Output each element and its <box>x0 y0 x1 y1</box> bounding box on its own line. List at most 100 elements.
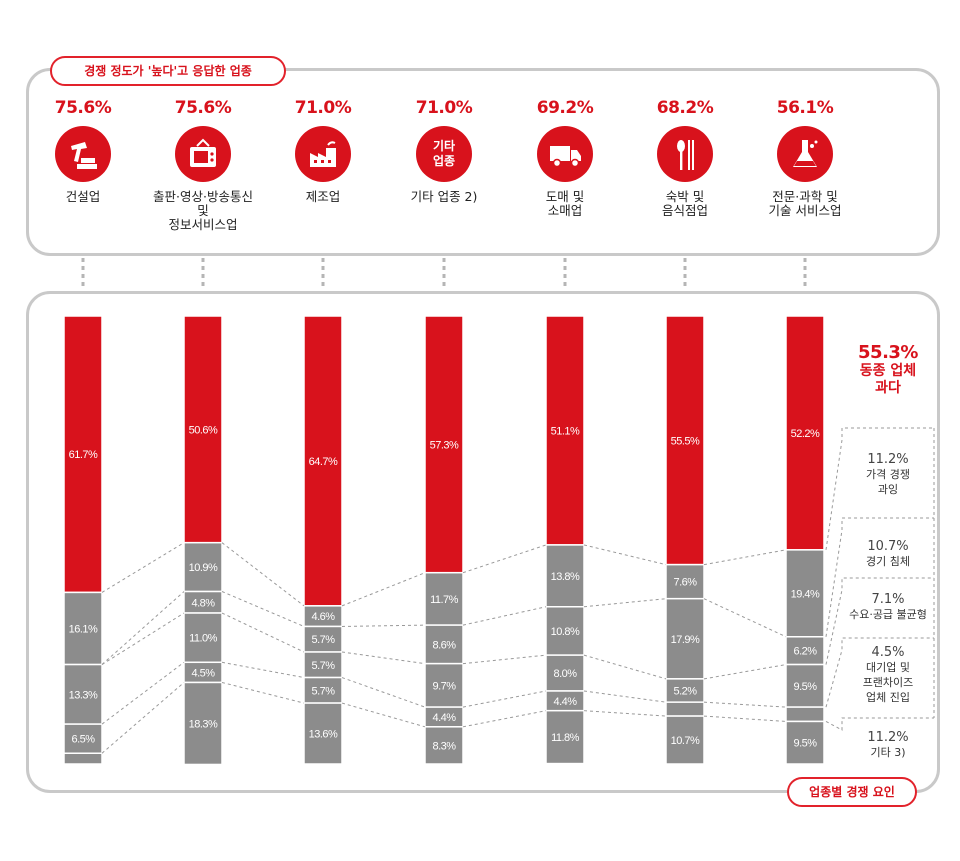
bar-value-label: 5.7% <box>311 660 335 672</box>
segment-connector <box>341 702 426 728</box>
segment-connector <box>341 624 426 627</box>
legend-entry: 4.5% 대기업 및 프랜차이즈 업체 진입 <box>838 645 938 705</box>
bar-value-label: 7.6% <box>673 577 697 589</box>
bar-value-label: 17.9% <box>671 634 700 646</box>
legend-connector <box>825 717 934 731</box>
segment-connector <box>462 690 547 708</box>
segment-connector <box>703 549 787 566</box>
bar-value-label: 57.3% <box>430 439 459 451</box>
industries-panel <box>26 68 940 256</box>
bar-segment <box>183 612 223 664</box>
bar-segment <box>303 676 343 704</box>
industry-label: 전문·과학 및 기술 서비스업 <box>768 189 842 218</box>
segment-connector <box>341 677 426 708</box>
bar-segment <box>665 715 705 765</box>
legend-red-pct: 55.3% <box>858 342 918 363</box>
industry-item: 68.2% 숙박 및 음식점업 <box>630 98 740 218</box>
bottom-title-pill: 업종별 경쟁 요인 <box>787 777 917 807</box>
segment-connector <box>462 606 547 626</box>
bar-value-label: 50.6% <box>189 424 218 436</box>
bar-value-label: 10.9% <box>189 562 218 574</box>
industry-item: 75.6% 출판·영상·방송통신 및 정보서비스업 <box>148 98 258 232</box>
segment-connector <box>221 661 305 679</box>
bar-segment <box>785 549 825 638</box>
segment-connector <box>221 681 305 704</box>
industry-label: 기타 업종 2) <box>410 189 478 204</box>
segment-connector <box>221 591 305 627</box>
bar-segment <box>424 315 464 574</box>
segment-connector <box>101 682 185 754</box>
truck-icon <box>537 126 593 182</box>
legend-label: 대기업 및 프랜차이즈 업체 진입 <box>862 661 914 704</box>
bar-segment <box>545 709 585 765</box>
bar-segment <box>63 315 103 594</box>
bar-segment <box>785 636 825 666</box>
bar-segment <box>424 726 464 765</box>
bar-segment <box>785 663 825 708</box>
legend-red-label: 동종 업체 과다 <box>859 363 917 396</box>
bar-segment <box>63 752 103 765</box>
bar-value-label: 6.2% <box>793 646 817 658</box>
bar-value-label: 9.5% <box>793 681 817 693</box>
bar-value-label: 16.1% <box>69 623 98 635</box>
segment-connector <box>703 598 787 638</box>
legend-pct: 11.2% <box>867 730 909 745</box>
bar-value-label: 8.0% <box>553 668 577 680</box>
bar-value-label: 8.6% <box>432 639 456 651</box>
segment-connector <box>101 612 185 665</box>
bar-value-label: 4.4% <box>432 712 456 724</box>
industry-item: 56.1% 전문·과학 및 기술 서비스업 <box>750 98 860 218</box>
bar-segment <box>63 591 103 666</box>
segment-connector <box>462 544 547 574</box>
segment-connector <box>583 598 667 608</box>
industry-pct: 75.6% <box>54 98 112 118</box>
competition-factors-panel <box>26 291 940 793</box>
bar-segment <box>303 651 343 679</box>
industry-label: 출판·영상·방송통신 및 정보서비스업 <box>153 189 253 232</box>
bar-value-label: 4.8% <box>191 597 215 609</box>
bar-value-label: 9.7% <box>432 680 456 692</box>
segment-connector <box>703 701 787 708</box>
bar-value-label: 5.7% <box>311 685 335 697</box>
bar-segment <box>183 541 223 593</box>
legend-label: 기타 3) <box>870 746 906 759</box>
industry-label: 도매 및 소매업 <box>545 189 585 218</box>
legend-pct: 11.2% <box>867 452 909 467</box>
segment-connector <box>101 591 185 665</box>
bar-value-label: 18.3% <box>189 718 218 730</box>
bar-segment <box>665 315 705 566</box>
bar-segment <box>424 624 464 665</box>
legend-pct: 7.1% <box>871 592 905 607</box>
bar-value-label: 4.4% <box>553 696 577 708</box>
bar-value-label: 10.7% <box>671 735 700 747</box>
bar-value-label: 13.8% <box>551 571 580 583</box>
bar-value-label: 11.0% <box>189 633 218 645</box>
bar-segment <box>545 544 585 608</box>
industry-pct: 75.6% <box>174 98 232 118</box>
bar-segment <box>424 571 464 626</box>
segment-connector <box>101 661 185 725</box>
bar-segment <box>665 563 705 600</box>
bar-value-label: 13.6% <box>309 729 338 741</box>
bar-segment <box>785 706 825 723</box>
segment-connector <box>462 710 547 728</box>
segment-connector <box>101 542 185 593</box>
bar-value-label: 4.5% <box>191 667 215 679</box>
segment-connector <box>221 542 305 607</box>
legend-entry: 11.2% 기타 3) <box>838 730 938 760</box>
legend-pct: 4.5% <box>871 645 905 660</box>
bar-segment <box>665 597 705 680</box>
bar-value-label: 10.8% <box>551 626 580 638</box>
bar-segment <box>183 315 223 544</box>
legend-connector <box>825 427 934 550</box>
segment-connector <box>341 572 426 607</box>
bar-value-label: 13.3% <box>69 689 98 701</box>
segment-connector <box>703 664 787 680</box>
industry-item: 75.6% 건설업 <box>28 98 138 204</box>
bar-value-label: 4.6% <box>311 611 335 623</box>
legend-label: 수요·공급 불균형 <box>849 608 927 621</box>
industry-item: 69.2% 도매 및 소매업 <box>510 98 620 218</box>
bar-value-label: 19.4% <box>791 588 820 600</box>
bar-segment <box>545 654 585 692</box>
